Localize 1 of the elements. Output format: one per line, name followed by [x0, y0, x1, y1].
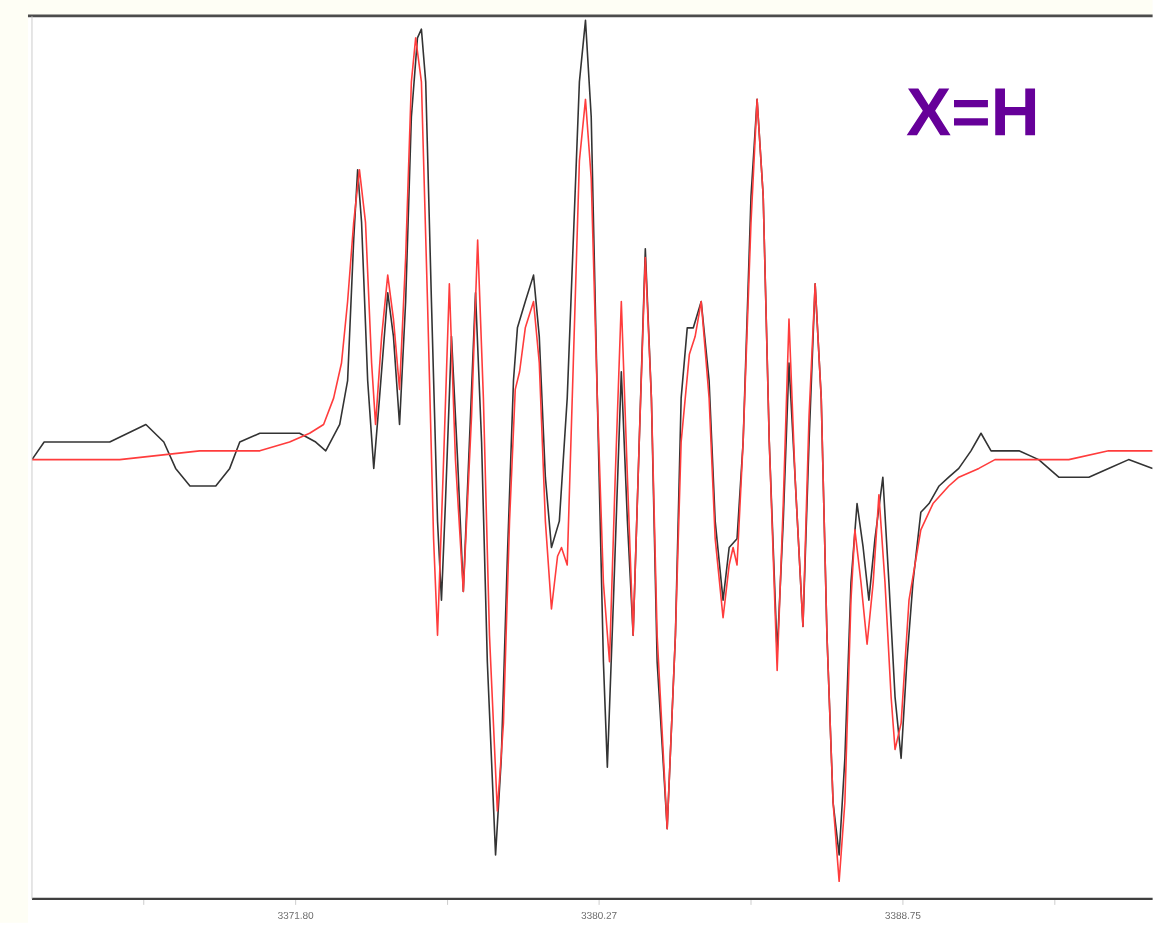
annotation: X=H	[906, 88, 1036, 136]
